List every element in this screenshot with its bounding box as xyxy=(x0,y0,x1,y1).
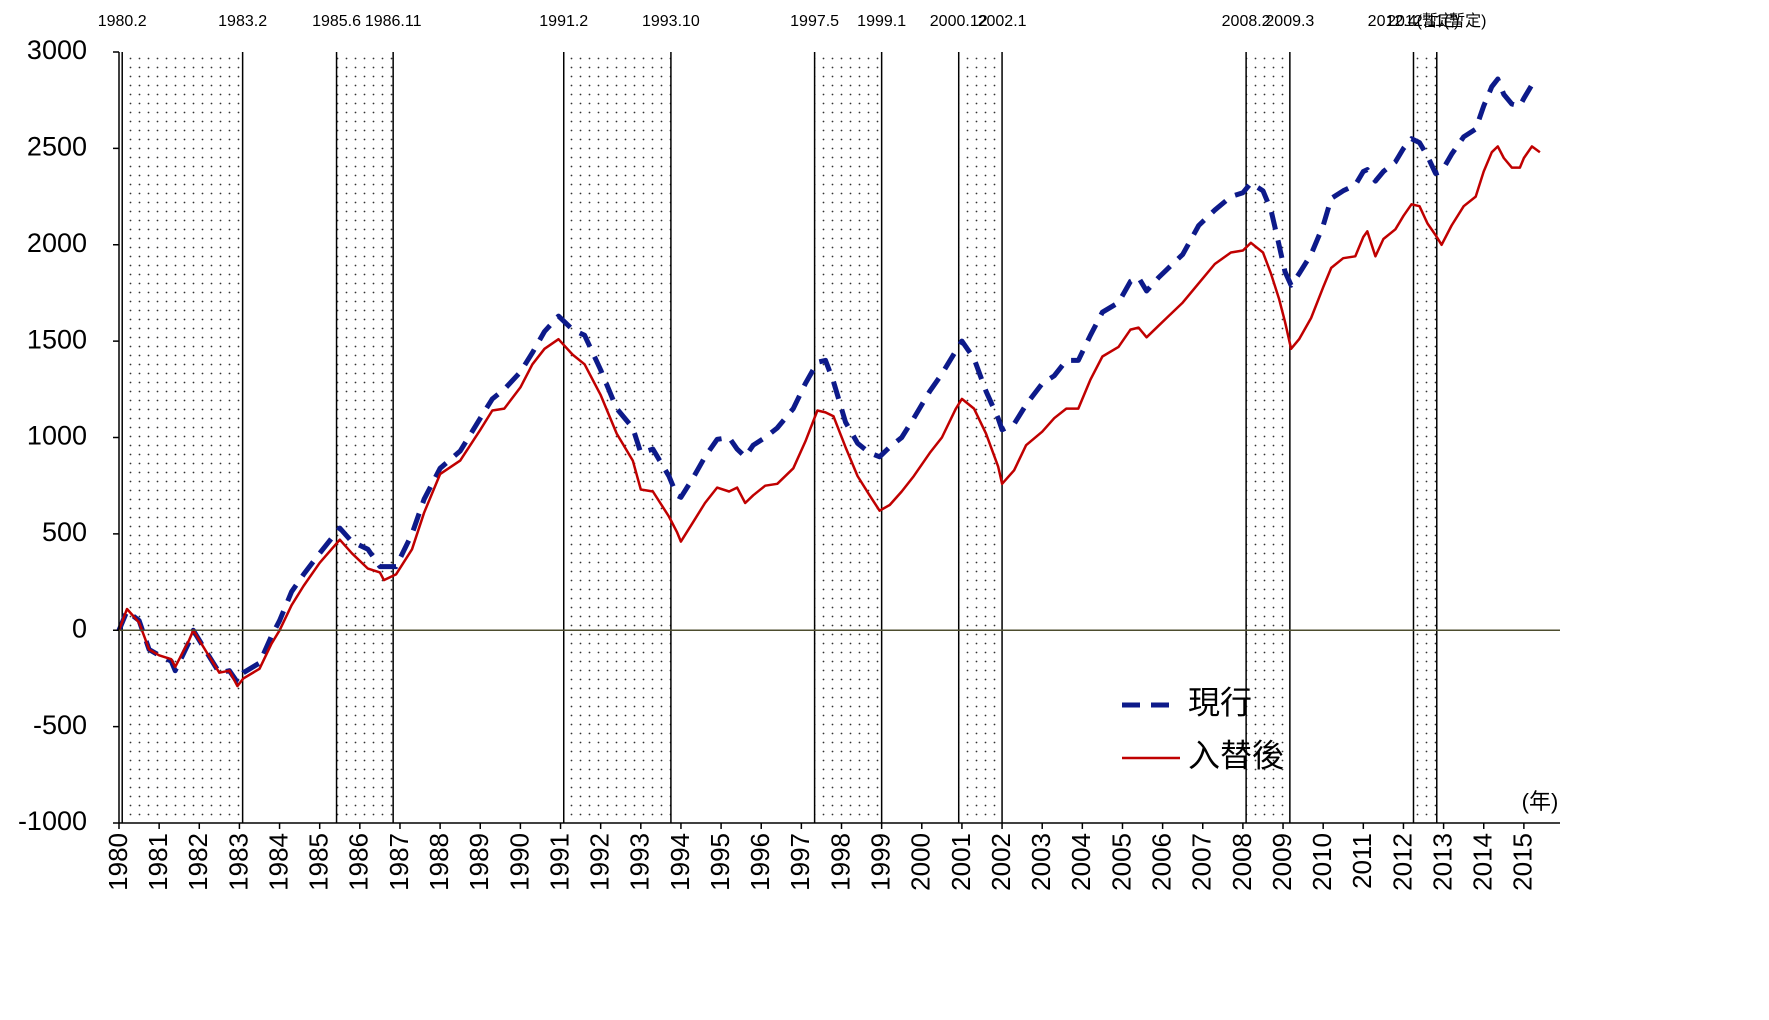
y-tick-label: 2000 xyxy=(27,228,87,258)
period-shade xyxy=(814,52,882,823)
x-tick-label: 1996 xyxy=(745,833,775,891)
y-tick-label: 2500 xyxy=(27,132,87,162)
period-label: 2002.1 xyxy=(978,13,1027,30)
x-tick-label: 1980 xyxy=(103,833,133,891)
x-tick-label: 1998 xyxy=(825,833,855,891)
y-tick-label: -1000 xyxy=(18,806,87,836)
x-tick-label: 2003 xyxy=(1026,833,1056,891)
x-tick-label: 1985 xyxy=(304,833,334,891)
x-axis-unit: (年) xyxy=(1522,789,1559,814)
x-tick-label: 2000 xyxy=(906,833,936,891)
period-label: 1997.5 xyxy=(790,13,839,30)
x-tick-label: 2013 xyxy=(1427,833,1457,891)
period-label: 1980.2 xyxy=(98,13,147,30)
x-tick-label: 2008 xyxy=(1227,833,1257,891)
x-tick-label: 2011 xyxy=(1347,833,1377,889)
x-tick-label: 1982 xyxy=(183,833,213,891)
period-shade xyxy=(122,52,243,823)
x-tick-label: 2006 xyxy=(1146,833,1176,891)
y-tick-label: 0 xyxy=(72,613,87,643)
period-shade xyxy=(563,52,671,823)
y-tick-label: 1000 xyxy=(27,421,87,451)
x-tick-label: 1999 xyxy=(866,833,896,891)
x-tick-label: 1986 xyxy=(344,833,374,891)
period-label: 1985.6 xyxy=(312,13,361,30)
x-tick-label: 1989 xyxy=(464,833,494,891)
y-tick-label: 3000 xyxy=(27,35,87,65)
x-tick-label: 1984 xyxy=(263,833,293,891)
period-label: 1991.2 xyxy=(539,13,588,30)
x-tick-label: 1990 xyxy=(504,833,534,891)
period-label: 1999.1 xyxy=(857,13,906,30)
period-shade xyxy=(1246,52,1290,823)
y-tick-label: 500 xyxy=(42,517,87,547)
x-tick-label: 2014 xyxy=(1468,833,1498,891)
x-tick-label: 2001 xyxy=(946,833,976,891)
period-label: 2008.2 xyxy=(1222,13,1271,30)
series-line xyxy=(117,145,1541,688)
period-label: 1986.11 xyxy=(365,13,422,30)
period-shade xyxy=(958,52,1003,823)
x-tick-label: 1992 xyxy=(585,833,615,891)
period-label: 1983.2 xyxy=(218,13,267,30)
x-tick-label: 1988 xyxy=(424,833,454,891)
series-line xyxy=(116,76,1541,685)
y-tick-label: -500 xyxy=(33,710,87,740)
x-tick-label: 1981 xyxy=(143,833,173,891)
x-tick-label: 2005 xyxy=(1106,833,1136,891)
x-tick-label: 2007 xyxy=(1187,833,1217,891)
x-tick-label: 1993 xyxy=(625,833,655,891)
legend-label: 入替後 xyxy=(1188,737,1284,773)
period-label: 2012.11(暫定) xyxy=(1387,12,1486,30)
period-label: 2012.4(暫定) xyxy=(1368,12,1460,30)
x-tick-label: 2015 xyxy=(1508,833,1538,891)
x-tick-label: 1997 xyxy=(785,833,815,891)
shade-layer xyxy=(121,52,1438,823)
period-label: 2009.3 xyxy=(1265,13,1314,30)
line-layer xyxy=(116,76,1541,688)
legend-label: 現行 xyxy=(1188,684,1252,720)
period-label: 1993.10 xyxy=(642,13,700,30)
x-tick-label: 2012 xyxy=(1387,833,1417,891)
x-tick-label: 1991 xyxy=(544,833,574,891)
x-tick-label: 2004 xyxy=(1066,833,1096,891)
y-tick-label: 1500 xyxy=(27,324,87,354)
x-tick-label: 2009 xyxy=(1267,833,1297,891)
period-shade xyxy=(336,52,394,823)
x-tick-label: 2002 xyxy=(986,833,1016,891)
x-tick-label: 2010 xyxy=(1307,833,1337,891)
x-tick-label: 1995 xyxy=(705,833,735,891)
x-tick-label: 1994 xyxy=(665,833,695,891)
x-tick-label: 1983 xyxy=(223,833,253,891)
x-tick-label: 1987 xyxy=(384,833,414,891)
period-label: 2000.12 xyxy=(930,13,988,30)
